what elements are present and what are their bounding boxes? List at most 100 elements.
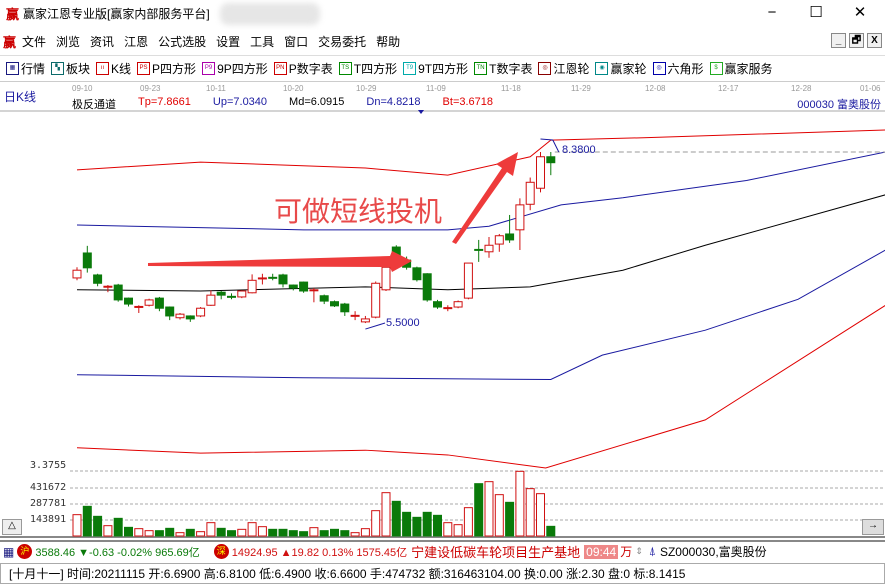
minimize-button[interactable]: − [767, 4, 777, 21]
menu-formula[interactable]: 公式选股 [158, 34, 207, 49]
sz-index[interactable]: 14924.95 ▲19.82 0.13% 1575.45亿 [231, 546, 408, 559]
indicator-legend: 极反通道 Tp=7.8661 Up=7.0340 Md=6.0915 Dn=4.… [72, 96, 515, 112]
volume-bar [216, 527, 226, 537]
kline-chart [0, 110, 885, 538]
toolbar-label: P四方形 [152, 62, 197, 76]
toolbar-wheel-button[interactable]: ◎ 江恩轮 [538, 60, 589, 77]
current-stock: SZ000030,富奥股份 [659, 545, 767, 559]
spinner-icon[interactable]: ⇕ [635, 546, 643, 556]
menu-news[interactable]: 资讯 [90, 34, 115, 49]
volume-bar [474, 483, 484, 537]
axis-label-volume: 143891 [30, 514, 67, 525]
chart-area[interactable] [0, 82, 885, 540]
blurred-region [219, 2, 320, 25]
low-price-label: 5.5000 [386, 317, 420, 329]
toolbar-label: 六角形 [667, 62, 704, 76]
volume-bar [299, 531, 309, 537]
menu-window[interactable]: 窗口 [284, 34, 309, 49]
close-button[interactable]: ✕ [853, 4, 867, 21]
candle-body [360, 318, 370, 323]
date-tick: 11-29 [571, 84, 591, 93]
toolbar-label: 9T四方形 [418, 62, 469, 76]
volume-bar [185, 528, 195, 537]
unit-label: 万 [620, 545, 633, 559]
volume-bar [247, 522, 257, 537]
mdi-restore-button[interactable]: 🗗 [849, 33, 864, 48]
toolbar-grid-button[interactable]: ▦ 行情 [6, 60, 45, 77]
candle-body [484, 244, 494, 253]
antenna-icon: ⍋ [648, 544, 656, 558]
candle-body [381, 266, 391, 291]
candle-body [154, 297, 164, 309]
date-tick: 12-08 [645, 84, 666, 93]
toolbar-label: T四方形 [353, 62, 398, 76]
volume-bar [278, 528, 288, 537]
toolbar-ts-button[interactable]: TS T四方形 [338, 60, 398, 77]
volume-bar [175, 532, 185, 537]
big-wheel-icon: ◉ [595, 62, 609, 75]
date-tick: 10-20 [283, 84, 304, 93]
indicator-md: Md=6.0915 [289, 96, 345, 108]
app-logo: 赢 [6, 8, 20, 23]
toolbar-blocks-button[interactable]: ▚ 板块 [51, 60, 90, 77]
candle-body [525, 181, 535, 205]
candle-body [144, 299, 154, 306]
toolbar-tn-button[interactable]: TN T数字表 [474, 60, 532, 77]
toolbar-t9-button[interactable]: T9 9T四方形 [403, 60, 468, 77]
menu-tools[interactable]: 工具 [250, 34, 275, 49]
dn-marker-icon [418, 110, 424, 114]
candle-body [278, 274, 288, 285]
calendar-icon[interactable]: ▦ [3, 544, 15, 559]
volume-bar [536, 493, 545, 537]
toolbar-label: T数字表 [489, 62, 533, 76]
candle-body [433, 301, 442, 308]
dollar-icon: $ [709, 62, 723, 75]
menu-gann[interactable]: 江恩 [124, 34, 149, 49]
volume-bar [381, 492, 391, 537]
mdi-close-button[interactable]: X [867, 33, 882, 48]
volume-bar [288, 530, 298, 537]
candle-body [216, 291, 226, 296]
volume-bar [82, 505, 92, 537]
menu-bar: 赢 文件 浏览 资讯 江恩 公式选股 设置 工具 窗口 交易委托 帮助 _ 🗗 … [0, 30, 885, 52]
menu-trade[interactable]: 交易委托 [318, 34, 367, 49]
volume-bar [422, 511, 432, 537]
candle-body [474, 248, 484, 251]
toolbar-p9-button[interactable]: P9 9P四方形 [202, 60, 268, 77]
toolbar-dollar-button[interactable]: $ 赢家服务 [709, 60, 773, 77]
volume-bar [93, 515, 103, 537]
volume-bar [309, 527, 319, 537]
menu-settings[interactable]: 设置 [216, 34, 241, 49]
scroll-right-button[interactable]: → [862, 519, 884, 535]
candle-body [72, 269, 82, 279]
menu-browse[interactable]: 浏览 [56, 34, 81, 49]
news-ticker[interactable]: 宁建设低碳车轮项目生产基地 [411, 545, 581, 560]
high-marker [540, 138, 560, 153]
toolbar-pn-button[interactable]: PN P数字表 [273, 60, 333, 77]
candle-body [237, 290, 247, 298]
arrow-up-annotation [452, 152, 518, 244]
toolbar-candles-button[interactable]: ıı K线 [96, 60, 131, 77]
toolbar-ps-button[interactable]: PS P四方形 [137, 60, 196, 77]
toolbar-big-wheel-button[interactable]: ◉ 赢家轮 [595, 60, 647, 77]
mdi-minimize-button[interactable]: _ [831, 33, 846, 48]
date-tick: 10-11 [206, 84, 226, 93]
maximize-button[interactable]: ☐ [809, 4, 823, 21]
candle-body [371, 282, 381, 318]
sh-index[interactable]: 3588.46 ▼-0.63 -0.02% 965.69亿 [35, 546, 200, 559]
toolbar-hexagon-button[interactable]: ◎ 六角形 [652, 60, 704, 77]
volume-bar [257, 526, 267, 537]
scroll-left-button[interactable]: △ [2, 519, 22, 535]
date-tick: 11-18 [501, 84, 521, 93]
volume-bar [268, 528, 278, 537]
grid-icon: ▦ [6, 62, 19, 75]
low-marker [365, 322, 386, 330]
t9-icon: T9 [403, 62, 417, 75]
menu-help[interactable]: 帮助 [376, 34, 401, 49]
menu-file[interactable]: 文件 [22, 34, 47, 49]
tn-icon: TN [474, 62, 488, 75]
channel-line-up [76, 151, 885, 231]
candle-body [93, 274, 103, 284]
toolbar-label: P数字表 [288, 62, 333, 76]
date-tick: 09-10 [72, 84, 93, 93]
